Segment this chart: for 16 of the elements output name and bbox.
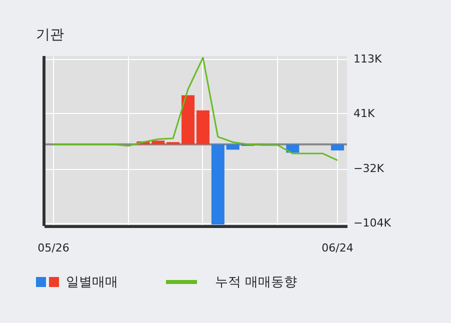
- bar: [152, 140, 165, 144]
- y-tick-label: −104K: [354, 216, 392, 230]
- y-tick-label: 113K: [354, 52, 382, 66]
- y-tick-label: −32K: [354, 162, 385, 176]
- x-tick-label: 05/26: [38, 242, 70, 254]
- line-series: [52, 56, 338, 162]
- bar: [196, 110, 210, 144]
- chart-title: 기관: [36, 26, 64, 44]
- legend-label: 일별매매: [66, 274, 118, 291]
- bar: [226, 144, 240, 150]
- bar: [331, 144, 344, 150]
- legend-label: 누적 매매동향: [215, 274, 298, 291]
- x-tick-label: 06/24: [322, 242, 354, 254]
- y-tick-label: 41K: [354, 106, 376, 120]
- bar: [182, 95, 195, 144]
- bar: [211, 144, 224, 224]
